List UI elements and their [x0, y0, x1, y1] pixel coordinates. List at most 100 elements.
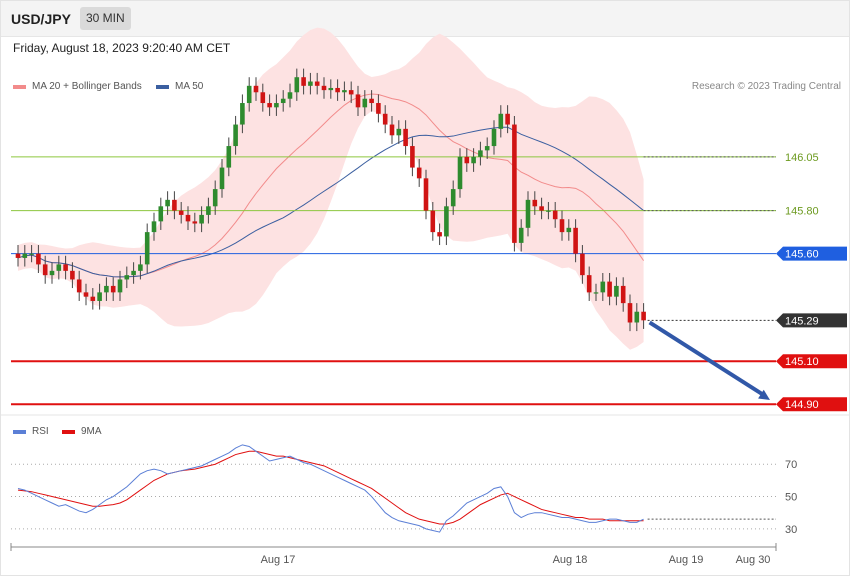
candle-body — [498, 113, 504, 129]
candle-body — [607, 281, 612, 297]
header-bar: USD/JPY 30 MIN — [0, 0, 850, 37]
candle-body — [90, 296, 96, 301]
candle-body — [403, 128, 408, 147]
candle-body — [138, 264, 143, 271]
level-label-5: 144.90 — [785, 399, 819, 411]
candle-body — [117, 279, 123, 293]
candle-body — [416, 167, 422, 179]
level-label-1: 145.80 — [785, 206, 819, 218]
candle-body — [593, 292, 599, 294]
candle-body — [600, 281, 606, 293]
candle-body — [335, 87, 340, 93]
candle-body — [178, 210, 184, 215]
candle-body — [29, 253, 34, 255]
candle-body — [314, 81, 320, 86]
ma9-swatch — [62, 429, 75, 434]
candle-body — [280, 98, 286, 104]
candle-body — [76, 279, 82, 293]
legend-9ma-label: 9MA — [81, 426, 102, 437]
legend-rsi: RSI — [13, 426, 49, 437]
x-tick-label: Aug 30 — [736, 554, 771, 566]
x-tick-label: Aug 19 — [669, 554, 704, 566]
candle-body — [450, 189, 456, 207]
candle-body — [308, 81, 313, 86]
candle-body — [437, 232, 442, 237]
candle-body — [110, 285, 116, 293]
candle-body — [566, 227, 572, 233]
candle-body — [614, 285, 619, 297]
candle-body — [42, 264, 48, 276]
candle-body — [192, 221, 198, 224]
rsi-tick-2: 30 — [785, 524, 797, 536]
rsi-tick-1: 50 — [785, 492, 797, 504]
candle-body — [158, 206, 164, 222]
ma50-swatch — [156, 84, 169, 89]
symbol-label: USD/JPY — [11, 11, 71, 27]
candle-body — [382, 113, 388, 125]
candle-body — [172, 199, 177, 211]
candle-body — [430, 210, 436, 233]
level-label-0: 146.05 — [785, 152, 819, 164]
candle-body — [518, 227, 524, 243]
candle-body — [464, 156, 470, 164]
level-tag-5 — [776, 397, 847, 412]
candle-body — [634, 311, 640, 323]
rsi-line — [17, 444, 644, 533]
level-label-2: 145.60 — [785, 249, 819, 261]
credit-label: Research © 2023 Trading Central — [691, 81, 841, 92]
candle-body — [552, 210, 558, 220]
candle-body — [36, 253, 41, 265]
candle-body — [539, 206, 544, 211]
candle-body — [512, 124, 517, 243]
candle-body — [396, 128, 402, 136]
candle-body — [233, 124, 238, 147]
candle-body — [97, 292, 102, 301]
candle-body — [49, 270, 55, 276]
candle-body — [246, 85, 252, 104]
level-tag-2 — [776, 246, 847, 261]
candle-body — [389, 124, 395, 136]
candle-body — [287, 92, 293, 99]
candle-body — [104, 285, 109, 293]
candle-body — [124, 275, 130, 280]
rsi-tick-0: 70 — [785, 459, 797, 471]
candle-body — [83, 292, 89, 297]
candle-body — [484, 146, 490, 151]
candle-body — [185, 214, 191, 222]
level-label-3: 145.29 — [785, 315, 819, 327]
ma50-line — [17, 126, 644, 278]
candle-body — [131, 270, 136, 276]
candle-body — [199, 214, 204, 224]
candle-body — [212, 189, 218, 207]
candle-body — [56, 264, 62, 271]
candle-body — [260, 92, 266, 104]
candle-body — [226, 146, 232, 168]
legend-rsi-label: RSI — [32, 426, 49, 437]
level-tag-4 — [776, 354, 847, 369]
candle-body — [274, 103, 279, 108]
candle-body — [478, 150, 483, 157]
candle-body — [301, 77, 306, 86]
x-tick-label: Aug 17 — [261, 554, 296, 566]
candle-body — [342, 90, 347, 93]
legend-ma20-label: MA 20 + Bollinger Bands — [32, 81, 142, 92]
bollinger-band — [18, 27, 644, 350]
candle-body — [355, 94, 361, 108]
candle-body — [573, 227, 578, 254]
candle-body — [362, 98, 368, 108]
candle-body — [144, 232, 150, 265]
legend-ma20: MA 20 + Bollinger Bands — [13, 81, 142, 92]
x-tick-label: Aug 18 — [553, 554, 588, 566]
candle-body — [151, 221, 157, 233]
candle-body — [15, 253, 21, 258]
timeframe-button[interactable]: 30 MIN — [80, 7, 131, 30]
candle-body — [165, 199, 170, 207]
candle-body — [580, 253, 585, 276]
candle-body — [627, 303, 633, 323]
datetime-label: Friday, August 18, 2023 9:20:40 AM CET — [13, 41, 231, 55]
candle-body — [253, 85, 259, 93]
forecast-arrow-head — [758, 389, 770, 400]
candle-body — [70, 270, 75, 280]
candle-body — [321, 85, 327, 91]
